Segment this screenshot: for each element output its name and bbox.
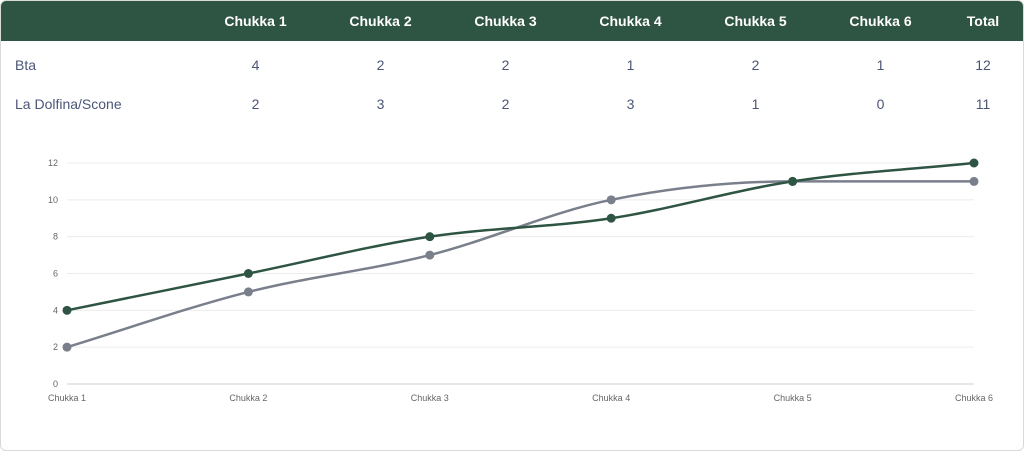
total-cell: 11	[975, 95, 991, 112]
header-chukka-5: Chukka 5	[724, 13, 787, 29]
series-2-point	[969, 176, 979, 186]
x-tick-label: Chukka 5	[774, 393, 812, 403]
series-1-point	[62, 305, 72, 315]
total-cell: 12	[975, 56, 991, 73]
y-tick-label: 6	[53, 269, 58, 279]
score-table: Chukka 1 Chukka 2 Chukka 3 Chukka 4 Chuk…	[1, 1, 1023, 123]
header-chukka-6: Chukka 6	[849, 13, 912, 29]
series-2-point	[425, 250, 435, 260]
table-row: Bta 4 2 2 1 2 1 12	[1, 41, 1023, 84]
header-total: Total	[966, 13, 1000, 29]
y-tick-label: 0	[53, 379, 58, 389]
score-cell: 2	[251, 95, 260, 112]
series-2-point	[243, 287, 253, 297]
series-1-point	[788, 176, 798, 186]
team-name: Bta	[15, 56, 37, 73]
score-cell: 2	[376, 56, 385, 73]
series-1-line	[65, 161, 976, 312]
score-cell: 2	[501, 95, 510, 112]
score-cell: 3	[626, 95, 635, 112]
x-tick-label: Chukka 6	[955, 393, 993, 403]
series-2-point	[606, 195, 616, 205]
series-1-point	[606, 213, 616, 223]
score-cell: 2	[751, 56, 760, 73]
series-1-point	[425, 232, 435, 242]
y-tick-label: 4	[53, 305, 58, 315]
header-chukka-2: Chukka 2	[349, 13, 412, 29]
score-cell: 4	[251, 56, 260, 73]
header-chukka-1: Chukka 1	[224, 13, 287, 29]
series-1-point	[243, 269, 253, 278]
series-2-point	[62, 342, 72, 352]
score-cell: 2	[501, 56, 510, 73]
header-chukka-3: Chukka 3	[474, 13, 537, 29]
y-tick-label: 8	[53, 232, 58, 242]
table-row: La Dolfina/Scone 2 3 2 3 1 0 11	[1, 84, 1023, 123]
score-cell: 1	[876, 56, 885, 73]
x-tick-label: Chukka 4	[592, 393, 630, 403]
series-2-line	[65, 180, 976, 349]
score-cell: 1	[751, 95, 760, 112]
x-tick-label: Chukka 1	[48, 393, 86, 403]
y-tick-label: 2	[53, 342, 58, 352]
x-tick-label: Chukka 2	[229, 393, 267, 403]
score-cell: 1	[626, 56, 635, 73]
header-team-column	[1, 1, 193, 41]
header-chukka-4: Chukka 4	[599, 13, 662, 29]
table-header-row: Chukka 1 Chukka 2 Chukka 3 Chukka 4 Chuk…	[1, 1, 1023, 41]
x-tick-label: Chukka 3	[411, 393, 449, 403]
team-name: La Dolfina/Scone	[15, 95, 122, 112]
y-tick-label: 12	[48, 158, 58, 168]
y-tick-label: 10	[48, 195, 58, 205]
score-cell: 3	[376, 95, 385, 112]
series-1-point	[969, 158, 979, 168]
score-cell: 0	[876, 95, 885, 112]
cumulative-score-line-chart: 0 2 4 6 8 10 12 Chukka 1 Chukka 2 Chukka 3 Chukka …	[48, 158, 993, 403]
